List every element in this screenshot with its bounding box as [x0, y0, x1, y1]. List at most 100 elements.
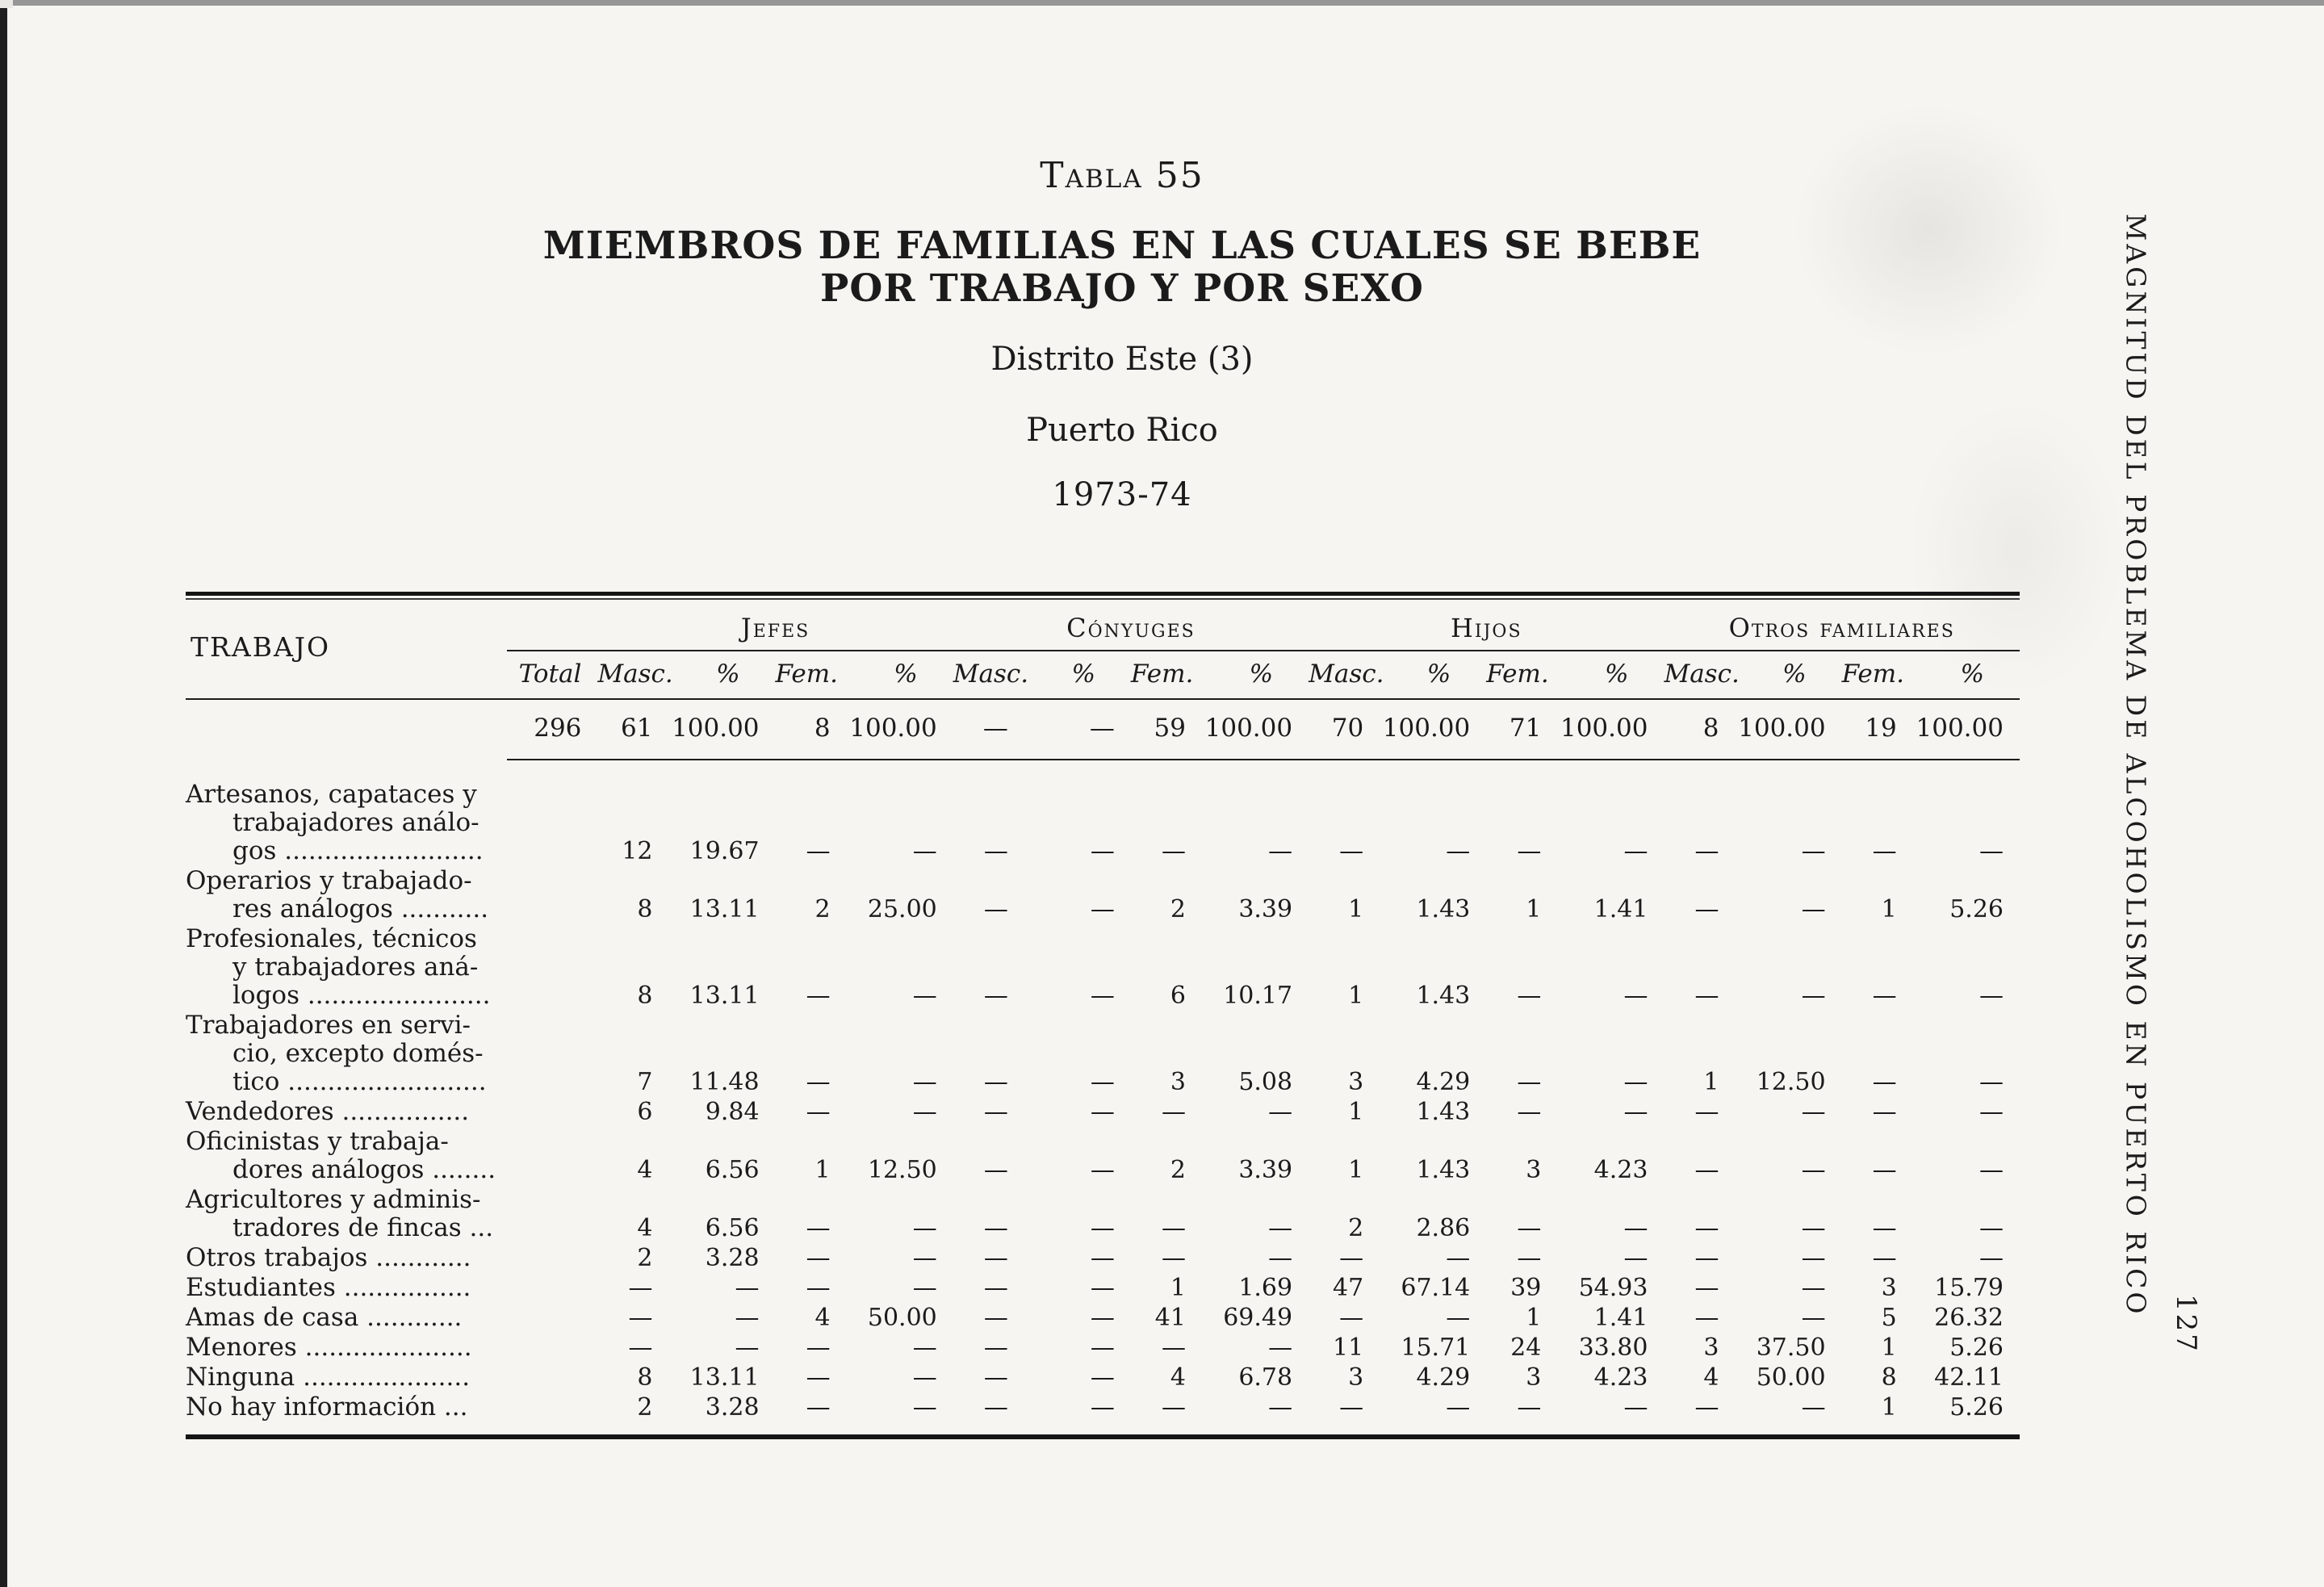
data-cell: 1	[1170, 1274, 1186, 1302]
data-cell: 1	[1348, 895, 1364, 923]
data-cell: 2	[1170, 1156, 1186, 1184]
totals-cell: 70	[1309, 699, 1380, 760]
data-cell: —	[1694, 982, 1719, 1010]
data-cell: —	[1801, 1156, 1826, 1184]
data-cell: 3.28	[705, 1393, 760, 1422]
data-cell: 50.00	[867, 1304, 937, 1332]
data-cell: —	[1339, 1304, 1364, 1332]
data-cell: —	[1090, 1304, 1115, 1332]
data-cell: 42.11	[1934, 1363, 2004, 1392]
data-cell: —	[1090, 837, 1115, 865]
data-cell: —	[1161, 1393, 1186, 1422]
data-cell: 2	[637, 1244, 653, 1272]
data-cell: —	[983, 837, 1008, 865]
subheader-row: Total Masc.% Fem.% Masc.% Fem.% Masc.% Fem.% Ma…	[186, 651, 2020, 700]
data-cell: 15.71	[1401, 1334, 1471, 1362]
data-cell: —	[1623, 1393, 1648, 1422]
data-cell: —	[1446, 837, 1471, 865]
data-cell: —	[1517, 982, 1542, 1010]
data-cell: 54.93	[1578, 1274, 1648, 1302]
data-cell: 3	[1348, 1068, 1364, 1096]
period-subtitle: 1973-74	[1052, 476, 1192, 513]
data-cell: —	[1090, 895, 1115, 923]
data-cell: —	[1801, 1244, 1826, 1272]
totals-cell: 8	[775, 699, 847, 760]
data-cell: 1	[1526, 895, 1542, 923]
statistics-table: TRABAJO Jefes Cónyuges Hijos Otros famil…	[186, 600, 2020, 1423]
data-cell: 1.43	[1416, 895, 1471, 923]
data-cell: 2	[637, 1393, 653, 1422]
data-cell: 4	[637, 1156, 653, 1184]
data-cell: 3	[1526, 1156, 1542, 1184]
data-cell: —	[1517, 1393, 1542, 1422]
data-cell: —	[806, 982, 831, 1010]
data-cell: 4.23	[1593, 1363, 1648, 1392]
data-cell: —	[1517, 1244, 1542, 1272]
data-cell: —	[1694, 895, 1719, 923]
column-header: Fem.	[775, 651, 847, 700]
data-cell: —	[912, 1214, 937, 1242]
data-cell: 2	[1170, 895, 1186, 923]
totals-cell: —	[1024, 699, 1131, 760]
data-cell: 50.00	[1756, 1363, 1826, 1392]
total-cell-empty	[507, 1334, 597, 1363]
data-cell: —	[1872, 982, 1897, 1010]
column-header: Masc.	[1309, 651, 1384, 700]
data-cell: —	[1623, 982, 1648, 1010]
data-cell: —	[1339, 1393, 1364, 1422]
data-cell: —	[983, 1156, 1008, 1184]
row-label: Amas de casa ............	[186, 1303, 463, 1332]
data-cell: 6	[637, 1098, 653, 1126]
table-row: Estudiantes ................ — — — — — — 1 1.69 4…	[186, 1274, 2020, 1304]
totals-cell: 296	[507, 699, 598, 760]
data-cell: 3	[1170, 1068, 1186, 1096]
data-cell: 15.79	[1934, 1274, 2004, 1302]
data-cell: 1	[1526, 1304, 1542, 1332]
data-cell: —	[1979, 837, 2004, 865]
data-cell: —	[983, 982, 1008, 1010]
data-cell: —	[1090, 1098, 1115, 1126]
row-label: Operarios y trabajado- res análogos ....…	[186, 866, 489, 923]
data-cell: 9.84	[705, 1098, 760, 1126]
data-cell: —	[1801, 1304, 1826, 1332]
total-cell-empty	[507, 925, 597, 1011]
data-cell: —	[628, 1274, 653, 1302]
data-cell: 1	[1703, 1068, 1719, 1096]
table-row: Operarios y trabajado- res análogos ....…	[186, 867, 2020, 925]
totals-cell: 100.00	[846, 699, 953, 760]
total-cell-empty	[507, 1244, 597, 1274]
data-cell: —	[1623, 1214, 1648, 1242]
row-label: Oficinistas y trabaja- dores análogos ..…	[186, 1127, 496, 1184]
data-cell: 26.32	[1934, 1304, 2004, 1332]
total-cell-empty	[507, 1098, 597, 1128]
row-label: Vendedores ................	[186, 1097, 470, 1126]
total-column-spacer	[507, 600, 598, 651]
data-cell: 8	[1881, 1363, 1897, 1392]
data-cell: —	[1090, 1068, 1115, 1096]
group-header-conyuges: Cónyuges	[953, 600, 1309, 651]
page-number: 127	[2170, 1294, 2202, 1354]
data-cell: —	[983, 1363, 1008, 1392]
data-cell: 12.50	[867, 1156, 937, 1184]
column-header: %	[1557, 651, 1664, 700]
table-row: Artesanos, capataces y trabajadores anál…	[186, 760, 2020, 867]
data-cell: —	[1446, 1244, 1471, 1272]
data-cell: —	[912, 1244, 937, 1272]
data-cell: 4.29	[1416, 1068, 1471, 1096]
scan-edge-left	[0, 5, 7, 1587]
data-cell: —	[1339, 1244, 1364, 1272]
data-cell: —	[1517, 837, 1542, 865]
table-row: No hay información ... 2 3.28 — — — — — — — — — — — — 1…	[186, 1393, 2020, 1423]
data-cell: —	[983, 1304, 1008, 1332]
data-cell: —	[1979, 982, 2004, 1010]
data-cell: 5.26	[1949, 895, 2004, 923]
table-row: Profesionales, técnicos y trabajadores a…	[186, 925, 2020, 1011]
data-cell: —	[1979, 1156, 2004, 1184]
row-label: Ninguna .....................	[186, 1363, 471, 1392]
total-cell-empty	[507, 1274, 597, 1304]
data-cell: —	[1268, 1334, 1293, 1362]
data-cell: —	[806, 1098, 831, 1126]
data-cell: —	[1090, 1363, 1115, 1392]
data-cell: —	[1090, 1156, 1115, 1184]
